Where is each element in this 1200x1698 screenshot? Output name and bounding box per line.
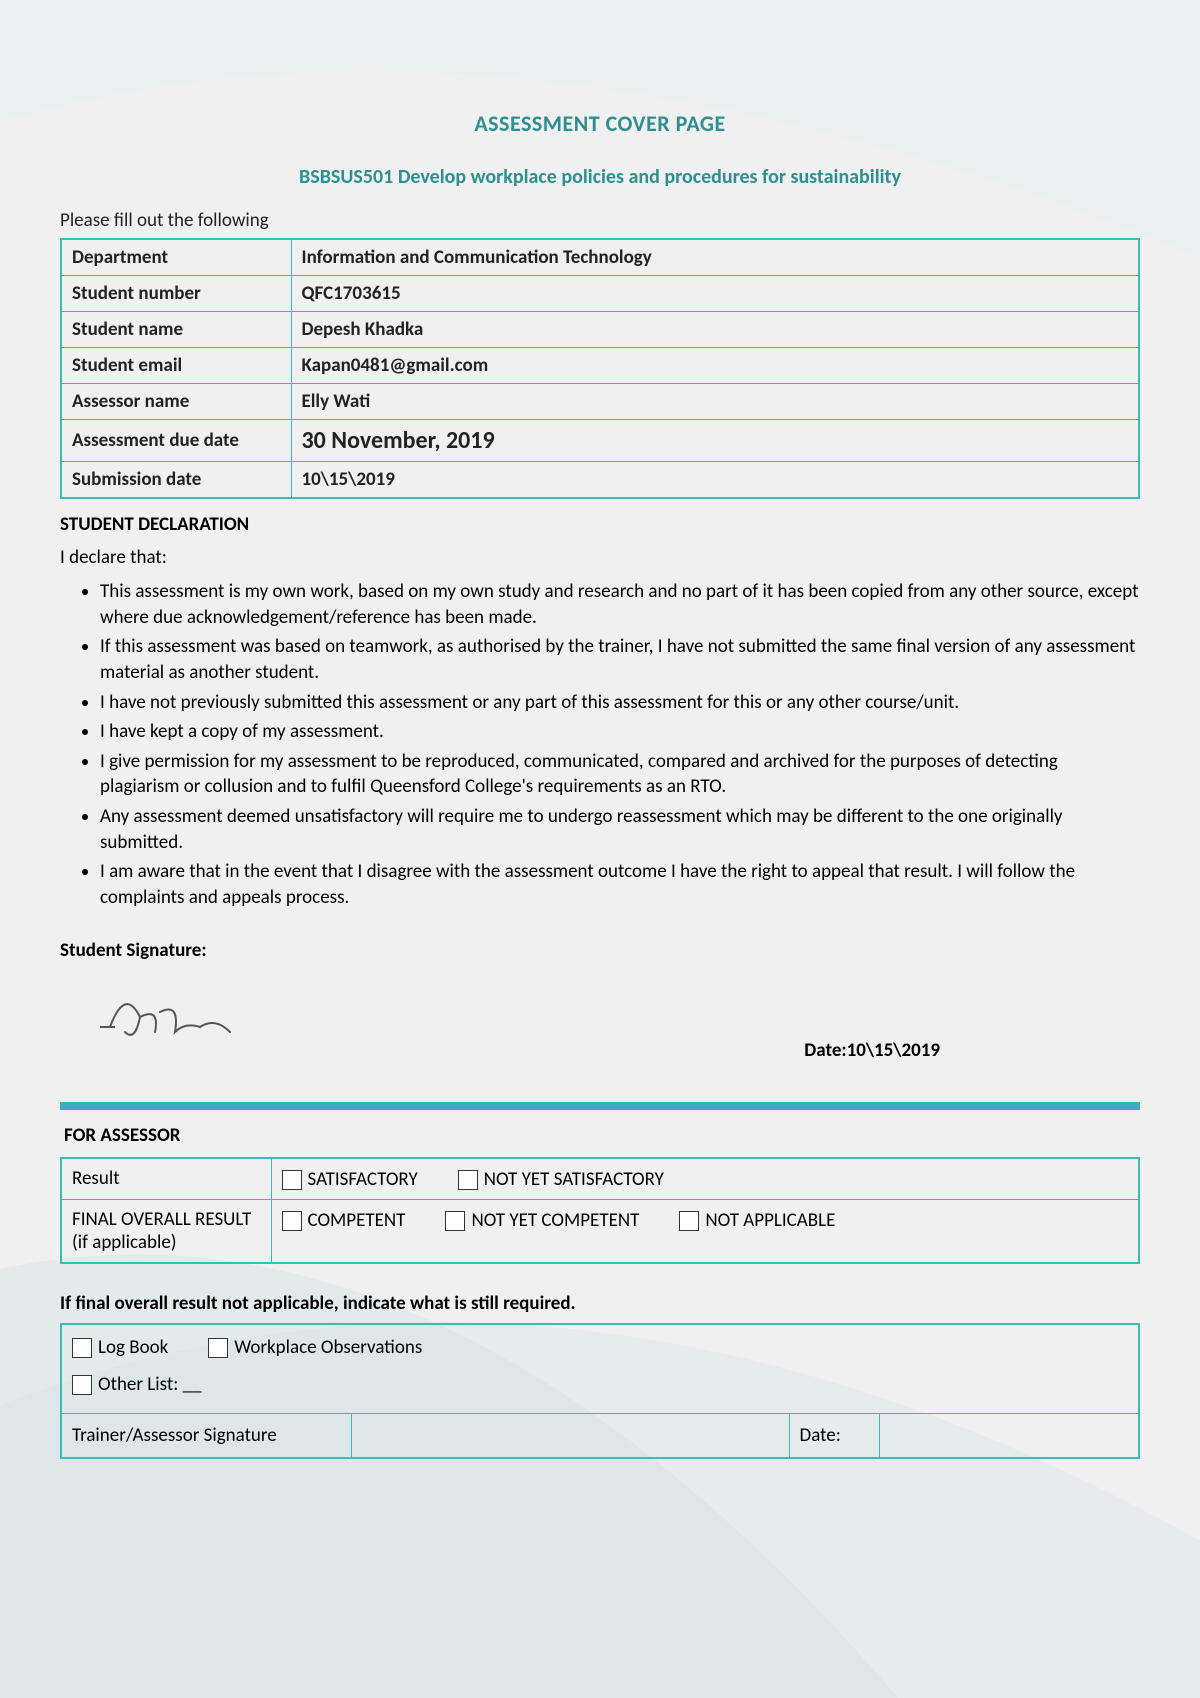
final-option: COMPETENT <box>282 1209 406 1232</box>
declaration-item: I have kept a copy of my assessment. <box>100 719 1140 745</box>
table-row: Assessor nameElly Wati <box>61 384 1139 420</box>
declaration-heading: STUDENT DECLARATION <box>60 513 1140 536</box>
table-row: Submission date10\15\2019 <box>61 462 1139 499</box>
checkbox[interactable] <box>72 1338 92 1358</box>
info-value: 30 November, 2019 <box>291 420 1139 462</box>
final-option: NOT APPLICABLE <box>679 1209 835 1232</box>
signature-date-label: Date: <box>804 1039 846 1062</box>
extras-options-cell: Log Book Workplace Observations Other Lis… <box>61 1324 1139 1414</box>
result-option-label: NOT YET SATISFACTORY <box>484 1168 664 1191</box>
declaration-item: I have not previously submitted this ass… <box>100 690 1140 716</box>
extras-table: Log Book Workplace Observations Other Lis… <box>60 1323 1140 1460</box>
info-label: Department <box>61 239 291 276</box>
student-info-table: DepartmentInformation and Communication … <box>60 238 1140 499</box>
final-option-label: COMPETENT <box>308 1209 406 1232</box>
result-option: SATISFACTORY <box>282 1168 418 1191</box>
checkbox[interactable] <box>445 1211 465 1231</box>
table-row: Student emailKapan0481@gmail.com <box>61 348 1139 384</box>
checkbox[interactable] <box>282 1170 302 1190</box>
info-value: Information and Communication Technology <box>291 239 1139 276</box>
signature-date: Date:10\15\2019 <box>804 1039 940 1062</box>
extras-option: Workplace Observations <box>208 1336 422 1359</box>
assessor-divider <box>60 1102 1140 1110</box>
result-label: Result <box>61 1158 271 1199</box>
instruction-text: Please fill out the following <box>60 209 1140 232</box>
final-option: NOT YET COMPETENT <box>445 1209 639 1232</box>
page-title: ASSESSMENT COVER PAGE <box>60 110 1140 137</box>
page-subtitle: BSBSUS501 Develop workplace policies and… <box>60 165 1140 189</box>
info-value: Kapan0481@gmail.com <box>291 348 1139 384</box>
extras-option: Log Book <box>72 1336 168 1359</box>
declaration-item: This assessment is my own work, based on… <box>100 579 1140 630</box>
info-label: Student email <box>61 348 291 384</box>
other-list-label: Other List: __ <box>98 1373 202 1396</box>
table-row: DepartmentInformation and Communication … <box>61 239 1139 276</box>
final-option-label: NOT APPLICABLE <box>705 1209 835 1232</box>
trainer-signature-label: Trainer/Assessor Signature <box>61 1414 351 1459</box>
final-options-cell: COMPETENT NOT YET COMPETENT NOT APPLICABLE <box>271 1199 1139 1263</box>
result-options-cell: SATISFACTORY NOT YET SATISFACTORY <box>271 1158 1139 1199</box>
signature-date-value: 10\15\2019 <box>847 1039 940 1062</box>
info-label: Student number <box>61 276 291 312</box>
checkbox[interactable] <box>679 1211 699 1231</box>
info-value: QFC1703615 <box>291 276 1139 312</box>
result-option-label: SATISFACTORY <box>308 1168 418 1191</box>
table-row: Student numberQFC1703615 <box>61 276 1139 312</box>
info-label: Student name <box>61 312 291 348</box>
checkbox[interactable] <box>458 1170 478 1190</box>
student-signature-label: Student Signature: <box>60 939 1140 962</box>
student-signature <box>90 972 250 1062</box>
final-option-label: NOT YET COMPETENT <box>471 1209 639 1232</box>
table-row: Assessment due date30 November, 2019 <box>61 420 1139 462</box>
final-result-label: FINAL OVERALL RESULT (if applicable) <box>61 1199 271 1263</box>
info-value: Depesh Khadka <box>291 312 1139 348</box>
info-value: Elly Wati <box>291 384 1139 420</box>
assessor-table: Result SATISFACTORYNOT YET SATISFACTORY … <box>60 1157 1140 1264</box>
trainer-date-label: Date: <box>789 1414 879 1459</box>
declaration-list: This assessment is my own work, based on… <box>60 579 1140 911</box>
assessor-heading: FOR ASSESSOR <box>60 1110 1140 1157</box>
trainer-date-field[interactable] <box>879 1414 1139 1459</box>
still-required-text: If final overall result not applicable, … <box>60 1292 1140 1315</box>
result-option: NOT YET SATISFACTORY <box>458 1168 664 1191</box>
info-value: 10\15\2019 <box>291 462 1139 499</box>
info-label: Assessor name <box>61 384 291 420</box>
checkbox[interactable] <box>282 1211 302 1231</box>
checkbox[interactable] <box>208 1338 228 1358</box>
declaration-item: I am aware that in the event that I disa… <box>100 859 1140 910</box>
extras-option-label: Workplace Observations <box>234 1336 422 1359</box>
extras-option-label: Log Book <box>98 1336 168 1359</box>
declaration-item: Any assessment deemed unsatisfactory wil… <box>100 804 1140 855</box>
trainer-signature-field[interactable] <box>351 1414 789 1459</box>
declaration-intro: I declare that: <box>60 546 1140 569</box>
checkbox-other[interactable] <box>72 1375 92 1395</box>
table-row: Student nameDepesh Khadka <box>61 312 1139 348</box>
info-label: Submission date <box>61 462 291 499</box>
info-label: Assessment due date <box>61 420 291 462</box>
declaration-item: If this assessment was based on teamwork… <box>100 634 1140 685</box>
declaration-item: I give permission for my assessment to b… <box>100 749 1140 800</box>
